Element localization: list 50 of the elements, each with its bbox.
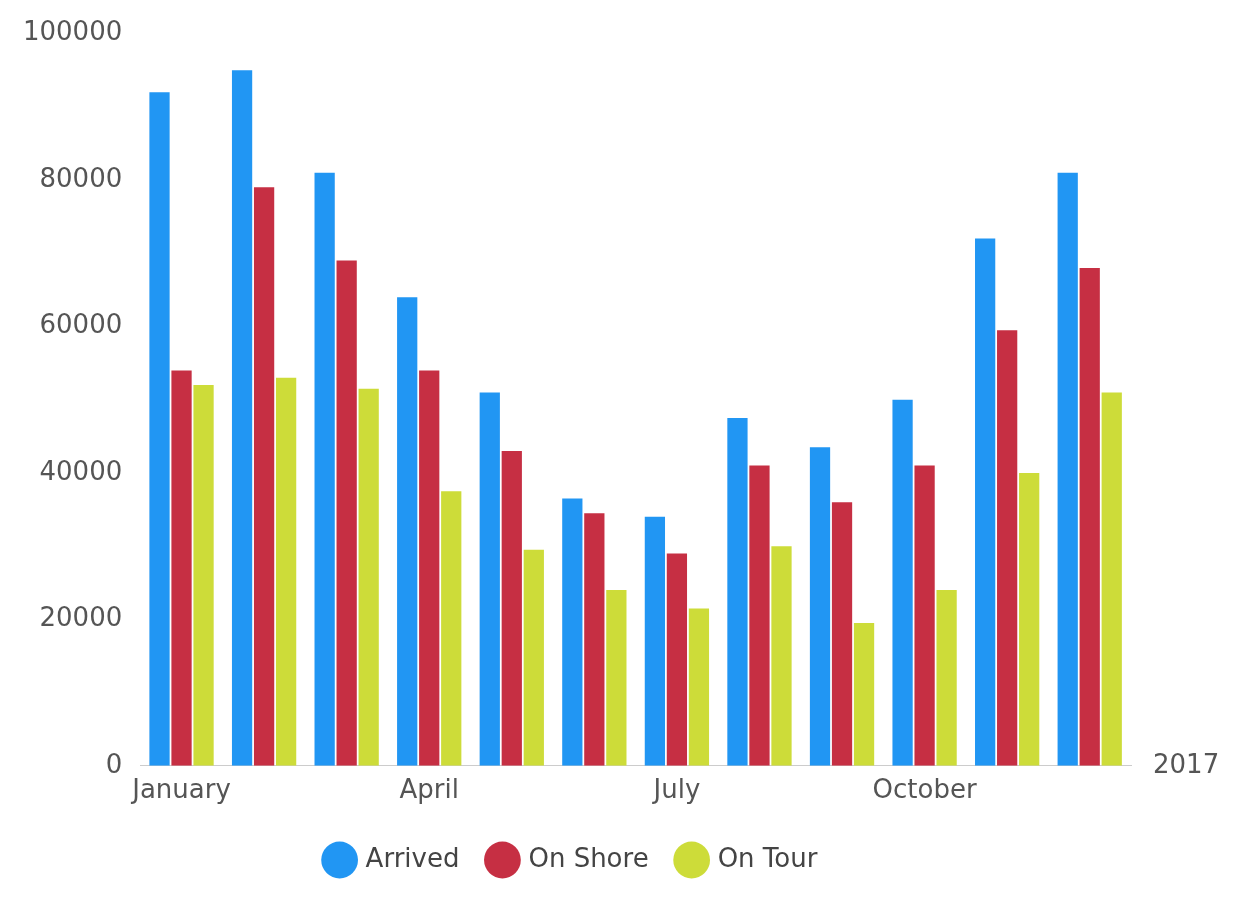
bar (193, 385, 214, 766)
x-tick-label: April (399, 774, 459, 805)
y-tick-label: 0 (105, 748, 123, 779)
bar (809, 447, 831, 766)
bar (831, 502, 853, 766)
bar (1079, 267, 1100, 766)
bar (936, 590, 957, 766)
bar (1019, 472, 1040, 766)
bar (275, 377, 297, 766)
legend-label: Arrived (365, 842, 460, 873)
bar (892, 399, 913, 766)
legend-label: On Shore (528, 842, 649, 873)
bar (666, 553, 688, 766)
bar (562, 498, 583, 766)
bar (584, 513, 605, 766)
bar (771, 546, 792, 766)
bar (397, 297, 418, 766)
y-tick-label: 80000 (39, 162, 123, 193)
bar (149, 92, 170, 766)
bar (644, 516, 666, 766)
y-tick-label: 100000 (22, 16, 123, 47)
bar (479, 392, 500, 766)
bar (336, 260, 357, 766)
bar (1057, 172, 1078, 766)
text: 2017 (1153, 748, 1220, 779)
x-tick-label: October (872, 774, 977, 805)
y-tick-label: 20000 (39, 602, 123, 633)
x-tick-label: July (651, 774, 701, 805)
bar (501, 450, 522, 766)
bar (688, 608, 710, 766)
bar (727, 418, 748, 766)
y-tick-label: 60000 (39, 309, 123, 340)
bar (914, 465, 935, 766)
bar (1101, 392, 1122, 766)
bar (231, 70, 253, 766)
bar (997, 330, 1018, 766)
bar (314, 172, 335, 766)
bar (749, 465, 770, 766)
bar (253, 187, 275, 766)
legend-label: On Tour (717, 842, 818, 873)
bar (358, 388, 379, 766)
bar (171, 370, 192, 766)
bar (523, 549, 544, 766)
bar (975, 238, 996, 766)
x-tick-label: January (130, 774, 231, 805)
bar (853, 623, 875, 766)
bar (606, 590, 627, 766)
y-tick-label: 40000 (39, 455, 123, 486)
bar (441, 491, 462, 766)
bar (419, 370, 440, 766)
